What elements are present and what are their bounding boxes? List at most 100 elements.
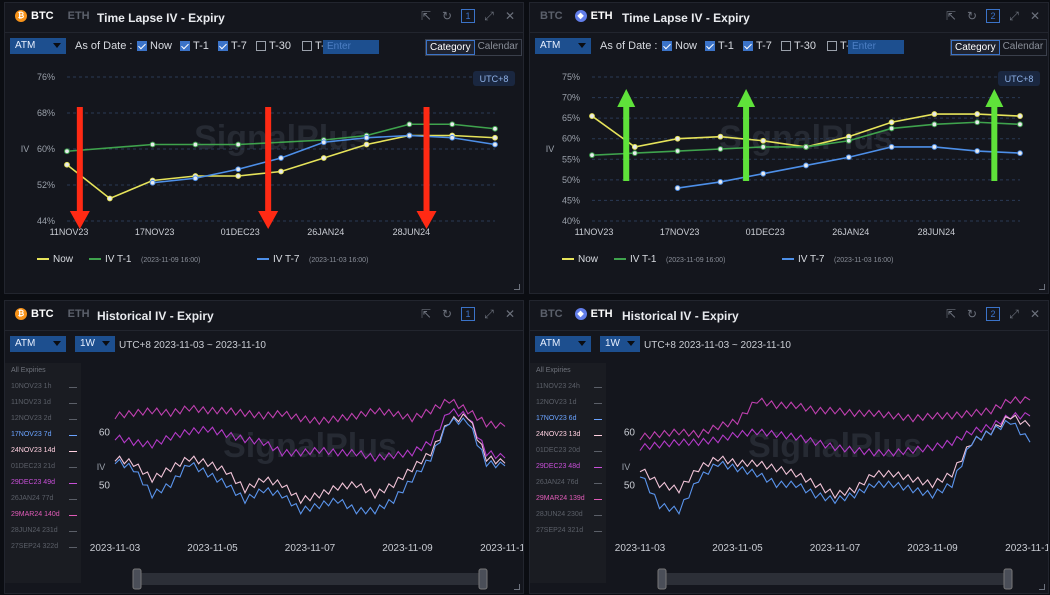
calendar-tab[interactable]: Calendar bbox=[1002, 41, 1044, 52]
legend-item[interactable]: 29MAR24 139d bbox=[530, 491, 606, 507]
legend-item[interactable]: 10NOV23 1h bbox=[5, 379, 81, 395]
series-line-29dec23 bbox=[639, 411, 1031, 457]
coin-toggle[interactable]: BTC ◆ ETH bbox=[540, 308, 613, 320]
legend-item[interactable]: 12NOV23 2d bbox=[5, 411, 81, 427]
data-point bbox=[803, 144, 809, 150]
expand-icon[interactable]: ⤢ bbox=[1009, 9, 1019, 23]
export-icon[interactable]: ⇱ bbox=[420, 9, 432, 23]
legend-item[interactable]: 26JAN24 77d bbox=[5, 491, 81, 507]
check-t7[interactable]: T-7 bbox=[743, 40, 772, 52]
check-t7[interactable]: T-7 bbox=[218, 40, 247, 52]
legend-item[interactable]: 01DEC23 20d bbox=[530, 443, 606, 459]
checkbox-icon bbox=[705, 41, 715, 51]
legend-item[interactable]: 24NOV23 13d bbox=[530, 427, 606, 443]
check-now[interactable]: Now bbox=[137, 40, 172, 52]
link-badge[interactable]: 2 bbox=[986, 307, 1000, 321]
refresh-icon[interactable]: ↻ bbox=[966, 9, 978, 23]
check-t1[interactable]: T-1 bbox=[705, 40, 734, 52]
coin-btc-option[interactable]: BTC bbox=[31, 10, 54, 22]
y-tick-label: 65% bbox=[562, 113, 580, 123]
atm-select[interactable]: ATM bbox=[535, 38, 591, 54]
legend-item[interactable]: 17NOV23 7d bbox=[5, 427, 81, 443]
legend-item[interactable]: 27SEP24 322d bbox=[5, 539, 81, 555]
coin-btc-option[interactable]: BTC bbox=[540, 308, 563, 320]
legend-item[interactable]: 24NOV23 14d bbox=[5, 443, 81, 459]
expand-icon[interactable]: ⤢ bbox=[484, 9, 494, 23]
data-point bbox=[803, 162, 809, 169]
legend-item[interactable]: 11NOV23 1d bbox=[5, 395, 81, 411]
check-t1[interactable]: T-1 bbox=[180, 40, 209, 52]
check-now[interactable]: Now bbox=[662, 40, 697, 52]
eth-historical-chart: SignalPlus 50 60 IV 2023-11-03 2023-11-05 2023… bbox=[615, 396, 1048, 590]
category-tab[interactable]: Category bbox=[951, 40, 1000, 55]
close-icon[interactable]: ✕ bbox=[1029, 9, 1041, 23]
close-icon[interactable]: ✕ bbox=[504, 9, 516, 23]
x-tick-label: 2023-11-03 bbox=[615, 543, 666, 554]
legend-item[interactable]: 11NOV23 24h bbox=[530, 379, 606, 395]
legend-all-expiries[interactable]: All Expiries bbox=[11, 367, 46, 374]
coin-eth-option[interactable]: ETH bbox=[590, 10, 613, 22]
category-tab[interactable]: Category bbox=[426, 40, 475, 55]
check-custom[interactable]: T- bbox=[302, 40, 325, 52]
check-custom[interactable]: T- bbox=[827, 40, 850, 52]
expand-icon[interactable]: ⤢ bbox=[1009, 307, 1019, 321]
y-tick-label: 76% bbox=[37, 72, 55, 82]
coin-btc-option[interactable]: BTC bbox=[540, 10, 563, 22]
period-select[interactable]: 1W bbox=[75, 336, 115, 352]
resize-handle[interactable] bbox=[1039, 584, 1045, 590]
export-icon[interactable]: ⇱ bbox=[945, 9, 957, 23]
legend-item[interactable]: 28JUN24 231d bbox=[5, 523, 81, 539]
atm-select[interactable]: ATM bbox=[535, 336, 591, 352]
coin-eth-option[interactable]: ETH bbox=[67, 308, 90, 320]
panel-title: Historical IV - Expiry bbox=[97, 309, 214, 323]
y-tick-label: 70% bbox=[562, 93, 580, 103]
calendar-tab[interactable]: Calendar bbox=[477, 41, 519, 52]
legend-item[interactable]: 26JAN24 76d bbox=[530, 475, 606, 491]
data-point bbox=[363, 141, 370, 148]
data-point bbox=[717, 133, 724, 140]
link-badge[interactable]: 1 bbox=[461, 9, 475, 23]
legend-item[interactable]: 17NOV23 6d bbox=[530, 411, 606, 427]
close-icon[interactable]: ✕ bbox=[1029, 307, 1041, 321]
legend-all-expiries[interactable]: All Expiries bbox=[536, 367, 571, 374]
link-badge[interactable]: 2 bbox=[986, 9, 1000, 23]
legend-item[interactable]: 28JUN24 230d bbox=[530, 507, 606, 523]
check-t30[interactable]: T-30 bbox=[781, 40, 816, 52]
export-icon[interactable]: ⇱ bbox=[420, 307, 432, 321]
expand-icon[interactable]: ⤢ bbox=[484, 307, 494, 321]
coin-toggle[interactable]: ₿ BTC ETH bbox=[15, 308, 90, 320]
export-icon[interactable]: ⇱ bbox=[945, 307, 957, 321]
data-point bbox=[974, 148, 981, 154]
legend-item[interactable]: 29DEC23 48d bbox=[530, 459, 606, 475]
atm-select[interactable]: ATM bbox=[10, 38, 66, 54]
btc-coin-icon: ₿ bbox=[15, 10, 27, 22]
legend-item[interactable]: 12NOV23 1d bbox=[530, 395, 606, 411]
resize-handle[interactable] bbox=[514, 284, 520, 290]
refresh-icon[interactable]: ↻ bbox=[441, 307, 453, 321]
legend-label: IV T-1 bbox=[630, 254, 657, 265]
link-badge[interactable]: 1 bbox=[461, 307, 475, 321]
refresh-icon[interactable]: ↻ bbox=[441, 9, 453, 23]
check-t30[interactable]: T-30 bbox=[256, 40, 291, 52]
data-point bbox=[149, 179, 156, 186]
coin-btc-option[interactable]: BTC bbox=[31, 308, 54, 320]
resize-handle[interactable] bbox=[514, 584, 520, 590]
legend-item[interactable]: 29MAR24 140d bbox=[5, 507, 81, 523]
custom-days-input[interactable]: Enter bbox=[848, 40, 904, 54]
period-select[interactable]: 1W bbox=[600, 336, 640, 352]
close-icon[interactable]: ✕ bbox=[504, 307, 516, 321]
coin-toggle[interactable]: ₿ BTC ETH bbox=[15, 10, 90, 22]
coin-eth-option[interactable]: ETH bbox=[590, 308, 613, 320]
data-point bbox=[278, 168, 284, 175]
coin-eth-option[interactable]: ETH bbox=[67, 10, 90, 22]
legend-item[interactable]: 27SEP24 321d bbox=[530, 523, 606, 539]
legend-item[interactable]: 01DEC23 21d bbox=[5, 459, 81, 475]
y-tick-label: 60 bbox=[99, 428, 111, 439]
custom-days-input[interactable]: Enter bbox=[323, 40, 379, 54]
resize-handle[interactable] bbox=[1039, 284, 1045, 290]
legend-item[interactable]: 29DEC23 49d bbox=[5, 475, 81, 491]
chevron-down-icon bbox=[627, 341, 635, 346]
coin-toggle[interactable]: BTC ◆ ETH bbox=[540, 10, 613, 22]
atm-select[interactable]: ATM bbox=[10, 336, 66, 352]
refresh-icon[interactable]: ↻ bbox=[966, 307, 978, 321]
